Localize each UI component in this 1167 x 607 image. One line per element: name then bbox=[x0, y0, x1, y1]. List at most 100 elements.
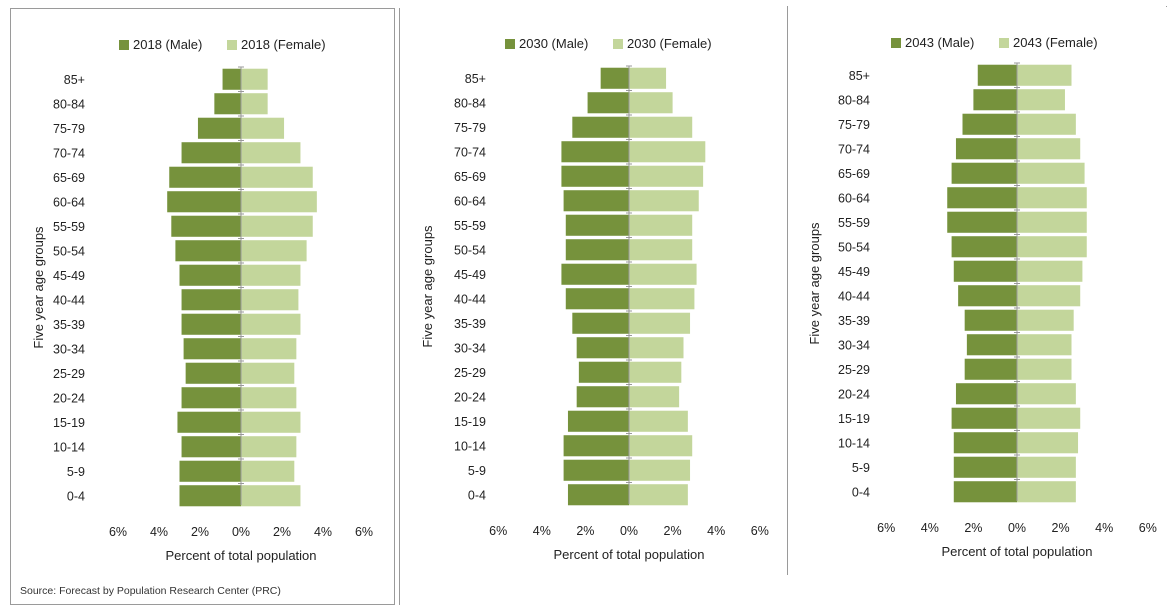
category-label: 45-49 bbox=[838, 265, 870, 279]
bar-male-70-74 bbox=[181, 142, 241, 164]
bar-female-30-34 bbox=[629, 337, 684, 359]
bar-male-10-14 bbox=[563, 435, 629, 457]
x-tick-label: 2% bbox=[664, 524, 682, 538]
legend-label-male: 2043 (Male) bbox=[905, 35, 974, 50]
bar-male-0-4 bbox=[567, 484, 629, 506]
x-tick-label: 0% bbox=[232, 525, 250, 539]
category-label: 65-69 bbox=[454, 170, 486, 184]
bar-male-15-19 bbox=[177, 411, 241, 433]
x-tick-label: 6% bbox=[1139, 521, 1157, 535]
bar-female-75-79 bbox=[1017, 113, 1076, 135]
bar-female-0-4 bbox=[241, 485, 301, 507]
bar-female-30-34 bbox=[241, 338, 297, 360]
bar-female-75-79 bbox=[629, 116, 693, 138]
chart-body-1: 2030 (Male) 2030 (Female) 85+ 80-84 75-79 70-… bbox=[420, 36, 769, 562]
category-label: 55-59 bbox=[454, 219, 486, 233]
bar-male-65-69 bbox=[169, 166, 241, 188]
bar-male-70-74 bbox=[561, 141, 629, 163]
category-label: 85+ bbox=[64, 73, 85, 87]
legend-label-female: 2018 (Female) bbox=[241, 37, 326, 52]
bar-male-80-84 bbox=[587, 92, 629, 114]
pyramid-panel-2043: 2043 (Male) 2043 (Female) 85+ 80-84 75-79 70-… bbox=[787, 6, 1166, 575]
category-label: 15-19 bbox=[53, 416, 85, 430]
category-label: 45-49 bbox=[53, 269, 85, 283]
bar-female-85+ bbox=[1017, 64, 1072, 86]
bar-male-60-64 bbox=[947, 187, 1017, 209]
category-label: 5-9 bbox=[67, 465, 85, 479]
x-tick-label: 4% bbox=[707, 524, 725, 538]
bar-female-60-64 bbox=[1017, 187, 1087, 209]
x-tick-label: 0% bbox=[620, 524, 638, 538]
bar-male-75-79 bbox=[572, 116, 629, 138]
bar-female-35-39 bbox=[629, 312, 691, 334]
category-label: 40-44 bbox=[454, 292, 486, 306]
bar-female-25-29 bbox=[1017, 358, 1072, 380]
legend-swatch-male bbox=[119, 40, 129, 50]
legend-swatch-female bbox=[227, 40, 237, 50]
category-label: 25-29 bbox=[838, 363, 870, 377]
x-axis-label: Percent of total population bbox=[165, 548, 316, 563]
bar-female-15-19 bbox=[629, 410, 688, 432]
category-label: 60-64 bbox=[53, 195, 85, 209]
bar-female-40-44 bbox=[1017, 285, 1081, 307]
chart-body-2: 2043 (Male) 2043 (Female) 85+ 80-84 75-79 70-… bbox=[807, 35, 1157, 559]
bar-male-35-39 bbox=[964, 309, 1017, 331]
bar-male-20-24 bbox=[181, 387, 241, 409]
legend-label-male: 2018 (Male) bbox=[133, 37, 202, 52]
bar-female-10-14 bbox=[241, 436, 297, 458]
category-label: 75-79 bbox=[454, 121, 486, 135]
bar-female-55-59 bbox=[629, 214, 693, 236]
bar-female-70-74 bbox=[241, 142, 301, 164]
bar-male-65-69 bbox=[951, 162, 1017, 184]
bar-male-85+ bbox=[222, 68, 241, 90]
chart-body-0: 2018 (Male) 2018 (Female) 85+ 80-84 75-79 70-… bbox=[31, 37, 373, 563]
x-tick-label: 6% bbox=[109, 525, 127, 539]
category-label: 30-34 bbox=[838, 338, 870, 352]
bar-male-80-84 bbox=[214, 93, 241, 115]
bar-female-60-64 bbox=[241, 191, 317, 213]
category-label: 10-14 bbox=[53, 440, 85, 454]
legend-swatch-male bbox=[505, 39, 515, 49]
x-tick-label: 4% bbox=[533, 524, 551, 538]
bar-female-65-69 bbox=[1017, 162, 1085, 184]
category-label: 65-69 bbox=[838, 167, 870, 181]
x-tick-label: 2% bbox=[964, 521, 982, 535]
x-tick-label: 4% bbox=[314, 525, 332, 539]
bar-male-40-44 bbox=[958, 285, 1017, 307]
category-label: 50-54 bbox=[838, 240, 870, 254]
bar-male-50-54 bbox=[175, 240, 241, 262]
x-tick-label: 2% bbox=[191, 525, 209, 539]
pyramid-panel-2030: 2030 (Male) 2030 (Female) 85+ 80-84 75-79 70-… bbox=[399, 8, 784, 605]
bar-female-45-49 bbox=[241, 264, 301, 286]
legend-label-female: 2043 (Female) bbox=[1013, 35, 1098, 50]
x-tick-label: 6% bbox=[751, 524, 769, 538]
bar-female-65-69 bbox=[241, 166, 313, 188]
category-label: 40-44 bbox=[838, 289, 870, 303]
bar-male-55-59 bbox=[565, 214, 629, 236]
bar-female-80-84 bbox=[241, 93, 268, 115]
category-label: 30-34 bbox=[53, 342, 85, 356]
bar-male-45-49 bbox=[179, 264, 241, 286]
x-tick-label: 6% bbox=[489, 524, 507, 538]
y-axis-label: Five year age groups bbox=[807, 222, 822, 345]
bar-male-10-14 bbox=[953, 432, 1017, 454]
bar-male-5-9 bbox=[953, 456, 1017, 478]
category-label: 5-9 bbox=[468, 464, 486, 478]
bar-male-5-9 bbox=[179, 460, 241, 482]
bar-male-60-64 bbox=[167, 191, 241, 213]
bar-male-85+ bbox=[977, 64, 1017, 86]
bar-male-45-49 bbox=[561, 263, 629, 285]
bar-female-55-59 bbox=[1017, 211, 1087, 233]
legend-swatch-male bbox=[891, 38, 901, 48]
category-label: 85+ bbox=[465, 72, 486, 86]
category-label: 25-29 bbox=[53, 367, 85, 381]
bar-male-30-34 bbox=[183, 338, 241, 360]
category-label: 70-74 bbox=[838, 142, 870, 156]
category-label: 60-64 bbox=[454, 194, 486, 208]
bar-female-30-34 bbox=[1017, 334, 1072, 356]
bar-female-70-74 bbox=[629, 141, 706, 163]
x-axis-label: Percent of total population bbox=[941, 544, 1092, 559]
x-tick-label: 2% bbox=[576, 524, 594, 538]
bar-female-25-29 bbox=[241, 362, 295, 384]
bar-male-20-24 bbox=[955, 383, 1017, 405]
